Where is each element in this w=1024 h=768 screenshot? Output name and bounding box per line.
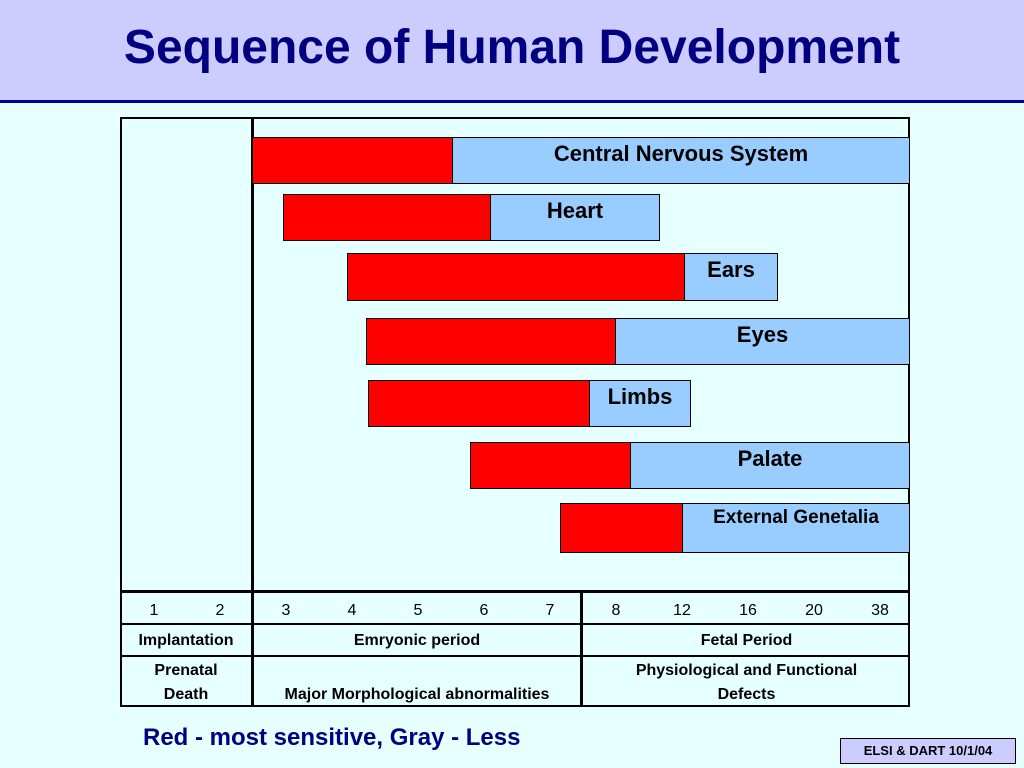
week-tick: 12 [673,602,691,619]
effects-top-rule [120,655,910,657]
bar-external-genetalia: External Genetalia [560,503,910,553]
week-tick: 4 [347,602,357,619]
embryonic-fetal-divider [580,591,583,707]
week-tick: 2 [215,602,225,619]
effect-physiological: Physiological and Functional Defects [583,659,910,707]
bar-heart: Heart [283,194,660,241]
effect-prenatal-line1: Prenatal [154,662,218,679]
period-implantation: Implantation [138,632,234,649]
footer-stamp: ELSI & DART 10/1/04 [840,738,1016,764]
sensitive-segment [471,443,631,488]
periods-top-rule [120,623,910,625]
sensitive-segment [369,381,590,426]
bar-label: Central Nervous System [453,138,909,183]
effect-prenatal-death: Prenatal Death [121,659,251,707]
week-tick: 6 [479,602,489,619]
sensitive-segment [367,319,616,364]
sensitive-segment [284,195,491,240]
effect-major-abnormalities: Major Morphological abnormalities [284,686,550,703]
bar-label: Heart [491,195,659,240]
sensitive-segment [561,504,683,552]
bar-limbs: Limbs [368,380,691,427]
sensitive-segment [348,254,685,300]
week-tick: 5 [413,602,423,619]
color-legend: Red - most sensitive, Gray - Less [143,724,521,751]
title-band: Sequence of Human Development [0,0,1024,103]
week-tick: 38 [871,602,889,619]
week-tick: 7 [545,602,555,619]
bar-palate: Palate [470,442,910,489]
week-tick: 3 [281,602,291,619]
sensitive-segment [253,138,453,183]
period-fetal: Fetal Period [700,632,793,649]
slide-title: Sequence of Human Development [123,21,901,74]
bar-ears: Ears [347,253,778,301]
effect-prenatal-line2: Death [163,686,209,703]
bar-label: Ears [685,254,777,300]
bar-label: Palate [631,443,909,488]
timeline-top-rule [120,590,910,593]
effect-physio-line2: Defects [717,686,776,703]
effect-physio-line1: Physiological and Functional [635,662,858,679]
bar-eyes: Eyes [366,318,910,365]
bar-label: Eyes [616,319,909,364]
bar-central-nervous-system: Central Nervous System [252,137,910,184]
week-tick: 16 [739,602,757,619]
week-tick: 8 [611,602,621,619]
implantation-divider [251,117,254,707]
week-tick: 1 [149,602,159,619]
week-tick: 20 [805,602,823,619]
bar-label: External Genetalia [683,504,909,552]
bar-label: Limbs [590,381,690,426]
period-embryonic: Emryonic period [353,632,481,649]
